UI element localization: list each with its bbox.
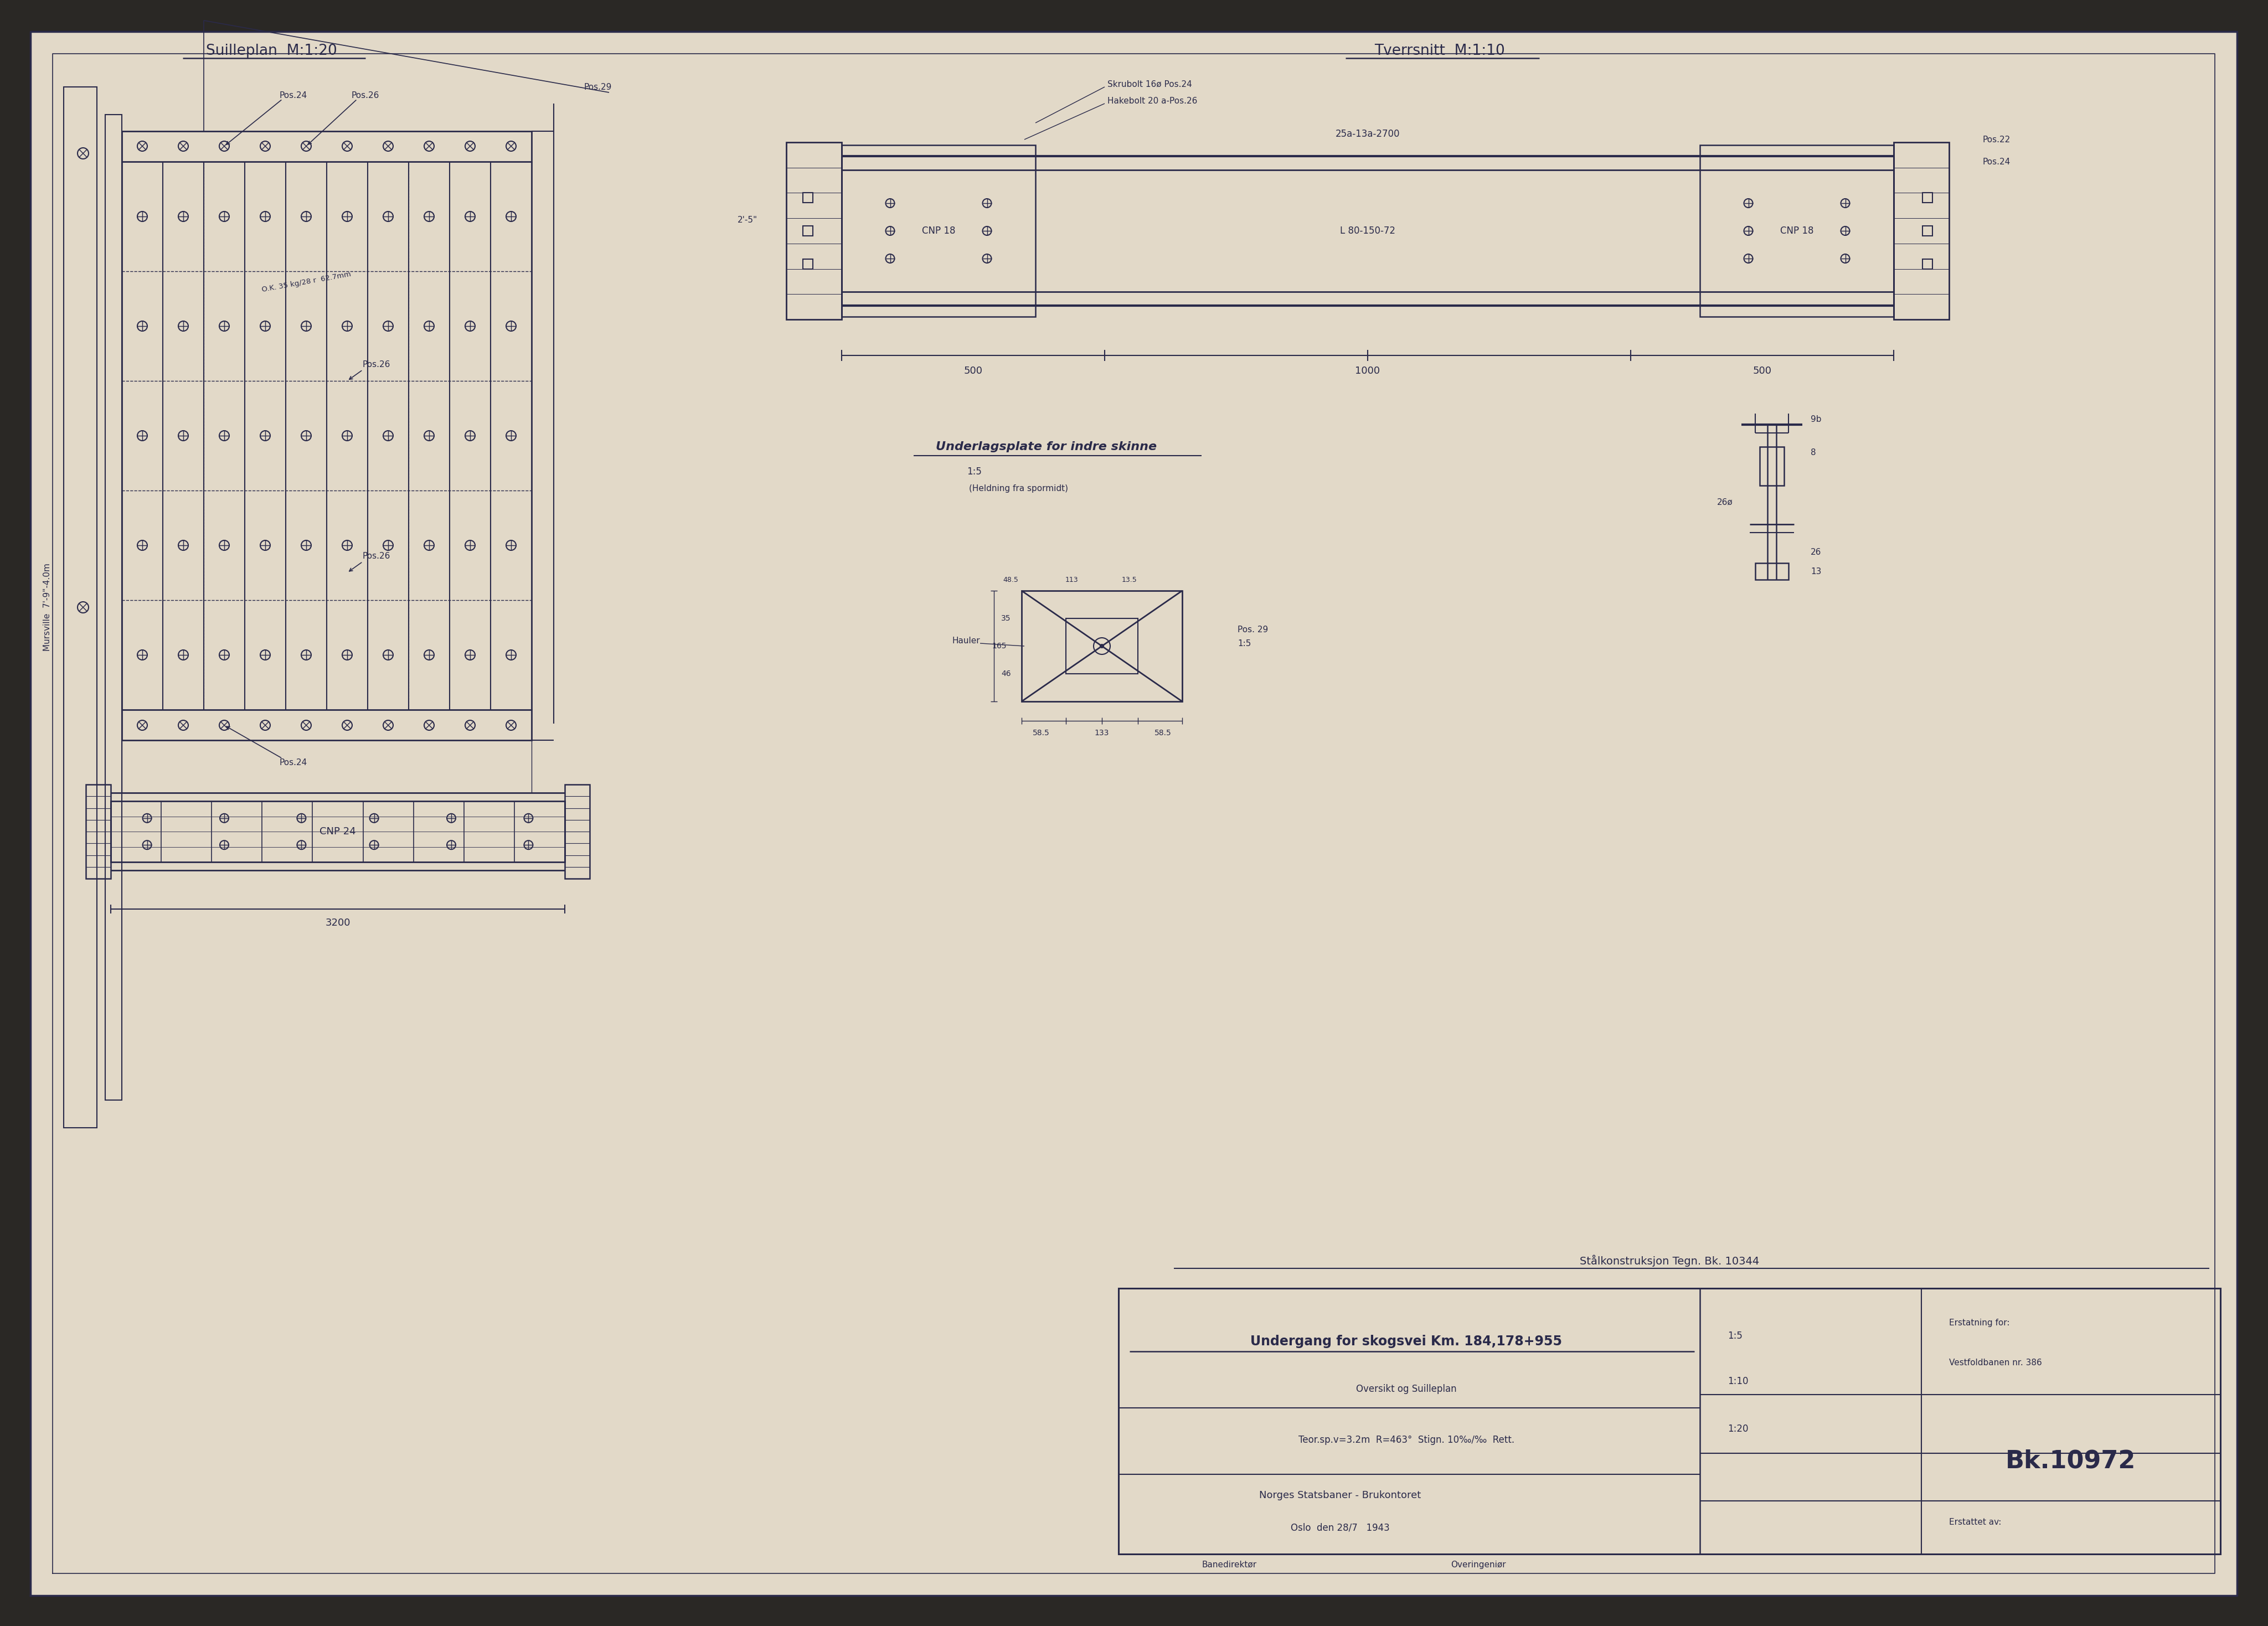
Text: Erstattet av:: Erstattet av: [1948,1519,2000,1527]
Text: 165: 165 [991,642,1007,650]
Text: Pos.26: Pos.26 [352,91,379,99]
Text: 26: 26 [1810,548,1821,556]
Text: 35: 35 [1000,615,1012,623]
Text: CNP 24: CNP 24 [320,826,356,836]
Text: 1:20: 1:20 [1728,1424,1749,1434]
Bar [803,259,812,268]
Text: (Heldning fra spormidt): (Heldning fra spormidt) [968,485,1068,493]
Bar [1923,259,1932,268]
Text: 3200: 3200 [324,919,349,928]
Text: Pos.24: Pos.24 [279,91,308,99]
Text: Oslo  den 28/7   1943: Oslo den 28/7 1943 [1290,1522,1390,1532]
Text: 26ø: 26ø [1717,498,1733,506]
Bar [122,132,531,161]
Bar [104,114,122,1101]
Text: Pos. 29: Pos. 29 [1238,626,1268,634]
Text: Pos.24: Pos.24 [279,758,308,766]
Bar [111,802,565,862]
Bar [803,192,812,203]
Text: 1:5: 1:5 [1238,639,1252,647]
Text: O.K. 35 kg/28 r  62.7mm: O.K. 35 kg/28 r 62.7mm [261,272,352,294]
Text: 58.5: 58.5 [1032,728,1050,737]
Bar [1923,192,1932,203]
Text: Banedirektør: Banedirektør [1202,1561,1256,1569]
Bar [1923,226,1932,236]
Text: Bk.10972: Bk.10972 [2005,1449,2136,1473]
Text: Underlagsplate for indre skinne: Underlagsplate for indre skinne [937,441,1157,452]
Text: L 80-150-72: L 80-150-72 [1340,226,1395,236]
Circle shape [1100,644,1105,649]
Bar [1894,143,1948,319]
Text: Norges Statsbaner - Brukontoret: Norges Statsbaner - Brukontoret [1259,1491,1420,1501]
Text: Skrubolt 16ø Pos.24: Skrubolt 16ø Pos.24 [1107,80,1193,88]
Text: Undergang for skogsvei Km. 184,178+955: Undergang for skogsvei Km. 184,178+955 [1250,1335,1563,1348]
Bar [803,226,812,236]
Text: 1:5: 1:5 [1728,1332,1742,1341]
Bar [1021,590,1182,701]
Bar [1066,618,1139,673]
Text: 113: 113 [1066,576,1077,584]
Text: 1:10: 1:10 [1728,1376,1749,1387]
Text: Pos.26: Pos.26 [363,359,390,369]
Bar [1755,563,1789,579]
Text: 25a-13a-2700: 25a-13a-2700 [1336,128,1399,138]
Text: Pos.26: Pos.26 [363,551,390,561]
Text: 58.5: 58.5 [1154,728,1170,737]
Text: Stålkonstruksjon Tegn. Bk. 10344: Stålkonstruksjon Tegn. Bk. 10344 [1581,1255,1760,1267]
Text: 46: 46 [1000,670,1012,678]
Text: 133: 133 [1095,728,1109,737]
Bar [1760,447,1785,486]
Bar [122,709,531,740]
Text: Hakebolt 20 a-Pos.26: Hakebolt 20 a-Pos.26 [1107,96,1198,106]
Bar [787,143,841,319]
Bar [565,784,590,878]
Text: Pos.22: Pos.22 [1982,135,2009,143]
Text: 1000: 1000 [1356,366,1381,376]
Text: Tverrsnitt  M:1:10: Tverrsnitt M:1:10 [1374,44,1506,59]
Text: CNP 18: CNP 18 [921,226,955,236]
Bar [841,145,1036,317]
Text: Pos.24: Pos.24 [1982,158,2009,166]
Text: Erstatning for:: Erstatning for: [1948,1319,2009,1327]
Text: 13.5: 13.5 [1123,576,1136,584]
Bar [1118,1288,2220,1554]
Text: 500: 500 [1753,366,1771,376]
Bar [86,784,111,878]
Text: 500: 500 [964,366,982,376]
Bar [64,86,98,1128]
Text: Pos.29: Pos.29 [585,83,612,91]
Text: 48.5: 48.5 [1002,576,1018,584]
Text: Hauler: Hauler [953,636,980,644]
Text: 2'-5": 2'-5" [737,216,758,224]
Text: 8: 8 [1810,449,1817,457]
Text: 9b: 9b [1810,415,1821,423]
Text: Oversikt og Suilleplan: Oversikt og Suilleplan [1356,1384,1456,1393]
Text: Mursville  7'-9"-4.0m: Mursville 7'-9"-4.0m [43,563,52,652]
Text: Suilleplan  M:1:20: Suilleplan M:1:20 [206,44,338,59]
Text: Teor.sp.v=3.2m  R=463°  Stign. 10‰/‰  Rett.: Teor.sp.v=3.2m R=463° Stign. 10‰/‰ Rett. [1297,1434,1515,1446]
Text: 1:5: 1:5 [966,467,982,476]
Text: Vestfoldbanen nr. 386: Vestfoldbanen nr. 386 [1948,1359,2041,1367]
Text: 13: 13 [1810,567,1821,576]
Text: Overingeniør: Overingeniør [1452,1561,1506,1569]
Bar [1701,145,1894,317]
Text: CNP 18: CNP 18 [1780,226,1814,236]
